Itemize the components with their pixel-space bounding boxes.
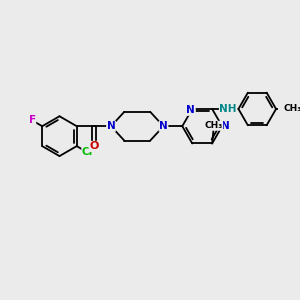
Text: CH₃: CH₃ — [284, 104, 300, 113]
Text: Cl: Cl — [82, 147, 93, 158]
Text: N: N — [107, 121, 116, 131]
Text: O: O — [89, 141, 99, 152]
Text: N: N — [159, 121, 168, 131]
Text: NH: NH — [220, 104, 237, 114]
Text: CH₃: CH₃ — [204, 121, 223, 130]
Text: N: N — [187, 105, 195, 115]
Text: F: F — [28, 116, 36, 125]
Text: N: N — [221, 121, 230, 131]
